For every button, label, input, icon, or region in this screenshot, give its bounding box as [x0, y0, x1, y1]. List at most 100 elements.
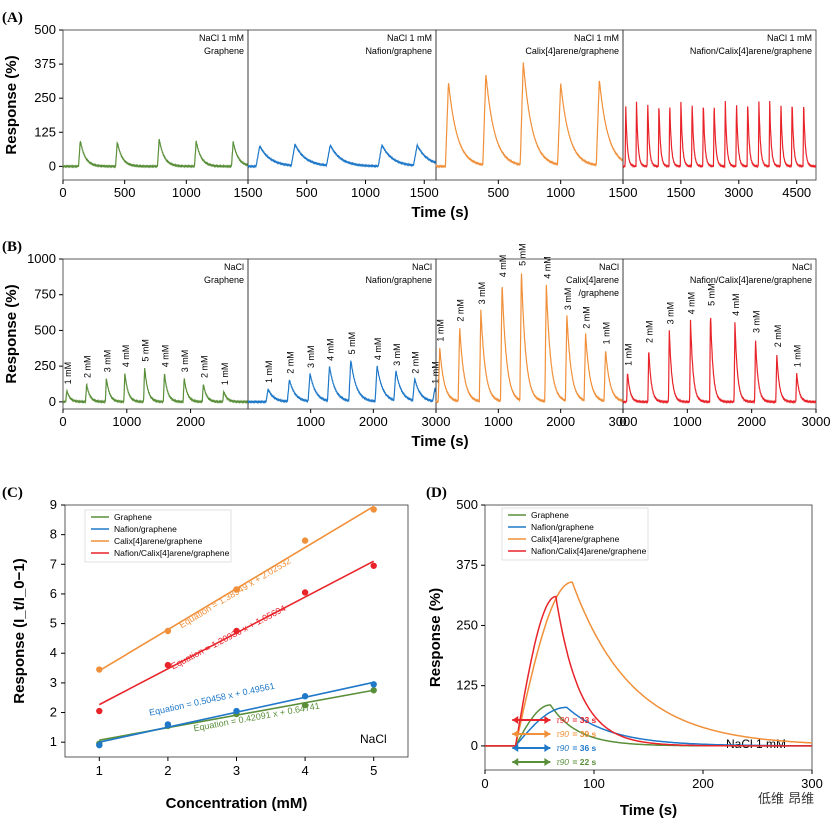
- y-tick-label: 2: [50, 705, 57, 720]
- annotation-text: NaCl 1 mM: [726, 737, 786, 751]
- y-tick-label: 4: [50, 645, 57, 660]
- x-tick-label: 2000: [176, 414, 205, 429]
- y-tick-label: 125: [456, 678, 478, 693]
- peak-label: 3 mM: [477, 282, 487, 305]
- legend-box: [84, 509, 232, 563]
- peak-label: 4 mM: [687, 292, 697, 315]
- y-tick-label: 250: [456, 617, 478, 632]
- x-tick-label: 0: [59, 185, 66, 200]
- peak-label: 3 mM: [563, 288, 573, 311]
- y-tick-label: 250: [34, 90, 56, 105]
- y-tick-label: 375: [34, 56, 56, 71]
- legend-label: Nafion/graphene: [114, 524, 177, 534]
- y-tick-label: 0: [49, 394, 56, 409]
- fit-equation: Equation = 1.20936 x + 1.05694: [169, 603, 287, 671]
- series-line-nafcalix: [485, 595, 812, 747]
- x-tick-label: 500: [487, 185, 509, 200]
- x-tick-label: 1000: [351, 185, 380, 200]
- peak-label: 1 mM: [436, 319, 446, 342]
- tau-arrowhead-right: [544, 744, 551, 752]
- tau-label: τ90: [556, 729, 569, 739]
- peak-label: 4 mM: [160, 345, 170, 368]
- data-point-nafcalix: [164, 661, 172, 669]
- x-tick-label: 500: [114, 185, 136, 200]
- y-axis-label: Response (%): [427, 588, 444, 687]
- peak-label: 1 mM: [793, 345, 803, 368]
- subplot-subtitle: Calix[4]arene/graphene: [525, 46, 619, 56]
- x-tick-label: 2000: [737, 414, 766, 429]
- data-point-nafion: [370, 681, 377, 688]
- y-tick-label: 5: [50, 616, 57, 631]
- subplot-title: NaCl: [599, 262, 619, 272]
- data-point-nafion: [301, 693, 309, 700]
- data-point-graphene: [301, 701, 309, 709]
- tau-arrowhead-right: [544, 758, 551, 766]
- subplot-title: NaCl 1 mM: [387, 33, 432, 43]
- tau-arrowhead-left: [512, 758, 519, 766]
- x-tick-label: 1000: [546, 185, 575, 200]
- peak-label: 2 mM: [199, 356, 209, 379]
- tau-arrowhead-left: [512, 744, 519, 752]
- y-tick-label: 6: [50, 586, 57, 601]
- panel-a: (A) 0 125 250 375 500 Response (%) NaCl 1 mM Gra…: [2, 10, 817, 221]
- series-line-nafcalix: [622, 100, 817, 169]
- peak-label: 1 mM: [63, 362, 73, 385]
- tau-label: τ90: [556, 757, 569, 767]
- x-tick-label: 100: [583, 776, 605, 791]
- data-point-nafion: [233, 707, 240, 715]
- data-point-nafion: [164, 721, 172, 728]
- x-tick-label: 2: [164, 763, 171, 778]
- tau-value: = 22 s: [572, 757, 596, 767]
- peak-label: 4 mM: [373, 338, 383, 361]
- x-tick-label: 3000: [724, 185, 753, 200]
- x-tick-label: 3000: [609, 414, 638, 429]
- x-tick-label: 3000: [802, 414, 830, 429]
- panel-label: (C): [2, 485, 23, 501]
- peak-label: 4 mM: [325, 338, 335, 361]
- subplot-title: NaCl: [412, 262, 432, 272]
- data-point-calix: [301, 537, 309, 544]
- series-line-nafion: [247, 142, 437, 169]
- x-tick-label: 1: [96, 763, 103, 778]
- x-tick-label: 1500: [609, 185, 638, 200]
- y-axis-label: Response (I_t/I_0−1): [11, 558, 28, 703]
- subplot-title: NaCl 1 mM: [767, 33, 812, 43]
- y-tick-label: 9: [50, 497, 57, 512]
- panel-label: (A): [2, 10, 23, 26]
- y-tick-label: 7: [50, 556, 57, 571]
- fit-equation: Equation = 1.38549 x + 2.02532: [177, 556, 292, 630]
- y-tick-label: 8: [50, 527, 57, 542]
- y-tick-label: 500: [34, 322, 56, 337]
- subplot-subtitle-2: /graphene: [578, 288, 619, 298]
- x-tick-label: 0: [481, 776, 488, 791]
- peak-label: 2 mM: [645, 321, 655, 344]
- y-tick-label: 375: [456, 557, 478, 572]
- data-point-calix: [233, 586, 240, 593]
- x-tick-label: 4: [301, 763, 308, 778]
- watermark-text: 低维 昂维: [758, 792, 814, 807]
- tau-arrowhead-left: [512, 716, 519, 724]
- series-line-calix: [435, 273, 624, 404]
- peak-label: 5 mM: [517, 243, 527, 266]
- legend-label: Nafion/Calix[4]arene/graphene: [531, 546, 647, 556]
- x-axis-label: Time (s): [411, 433, 468, 450]
- subplot-subtitle: Graphene: [204, 275, 244, 285]
- legend-label: Graphene: [531, 510, 569, 520]
- x-tick-label: 1000: [112, 414, 141, 429]
- data-point-graphene: [370, 687, 377, 694]
- peak-label: 1 mM: [264, 361, 274, 384]
- x-tick-label: 1500: [234, 185, 263, 200]
- x-tick-label: 3: [233, 763, 240, 778]
- plot-frame: [484, 504, 813, 771]
- peak-label: 4 mM: [542, 256, 552, 279]
- peak-label: 3 mM: [306, 346, 316, 369]
- x-tick-label: 1000: [296, 414, 325, 429]
- subplot-subtitle: Graphene: [204, 46, 244, 56]
- peak-label: 5 mM: [141, 339, 151, 362]
- panel-c: (C) 1 2 3 4 5 1 2 3 4 5 6 7 8 9 Concentration (mM) Respo…: [2, 485, 409, 812]
- peak-label: 1 mM: [624, 343, 634, 366]
- peak-label: 2 mM: [773, 325, 783, 348]
- y-axis-label: Response (%): [3, 55, 20, 154]
- peak-label: 4 mM: [498, 255, 508, 278]
- legend-label: Nafion/Calix[4]arene/graphene: [114, 548, 230, 558]
